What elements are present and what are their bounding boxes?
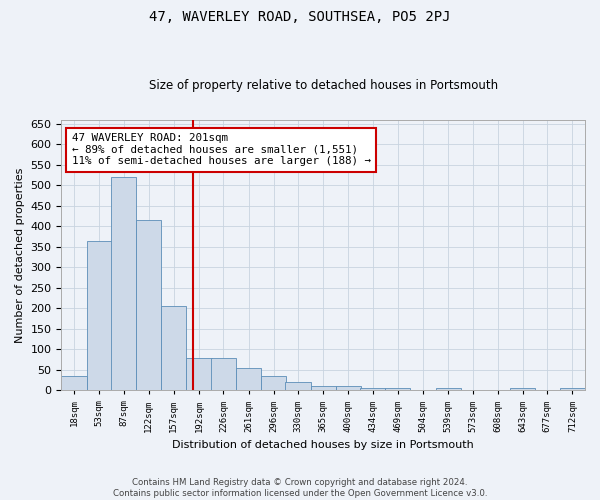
Bar: [187, 358, 212, 390]
Bar: [236, 368, 261, 390]
Bar: [385, 388, 410, 390]
Text: 47, WAVERLEY ROAD, SOUTHSEA, PO5 2PJ: 47, WAVERLEY ROAD, SOUTHSEA, PO5 2PJ: [149, 10, 451, 24]
X-axis label: Distribution of detached houses by size in Portsmouth: Distribution of detached houses by size …: [172, 440, 474, 450]
Bar: [161, 306, 187, 390]
Bar: [560, 388, 585, 390]
Bar: [61, 376, 86, 390]
Bar: [211, 358, 236, 390]
Bar: [336, 386, 361, 390]
Bar: [261, 376, 286, 390]
Text: Contains HM Land Registry data © Crown copyright and database right 2024.
Contai: Contains HM Land Registry data © Crown c…: [113, 478, 487, 498]
Bar: [511, 388, 535, 390]
Bar: [86, 240, 112, 390]
Y-axis label: Number of detached properties: Number of detached properties: [15, 168, 25, 342]
Bar: [436, 388, 461, 390]
Bar: [111, 177, 136, 390]
Text: 47 WAVERLEY ROAD: 201sqm
← 89% of detached houses are smaller (1,551)
11% of sem: 47 WAVERLEY ROAD: 201sqm ← 89% of detach…: [72, 133, 371, 166]
Bar: [311, 386, 336, 390]
Bar: [286, 382, 311, 390]
Title: Size of property relative to detached houses in Portsmouth: Size of property relative to detached ho…: [149, 79, 498, 92]
Bar: [360, 388, 385, 390]
Bar: [136, 220, 161, 390]
